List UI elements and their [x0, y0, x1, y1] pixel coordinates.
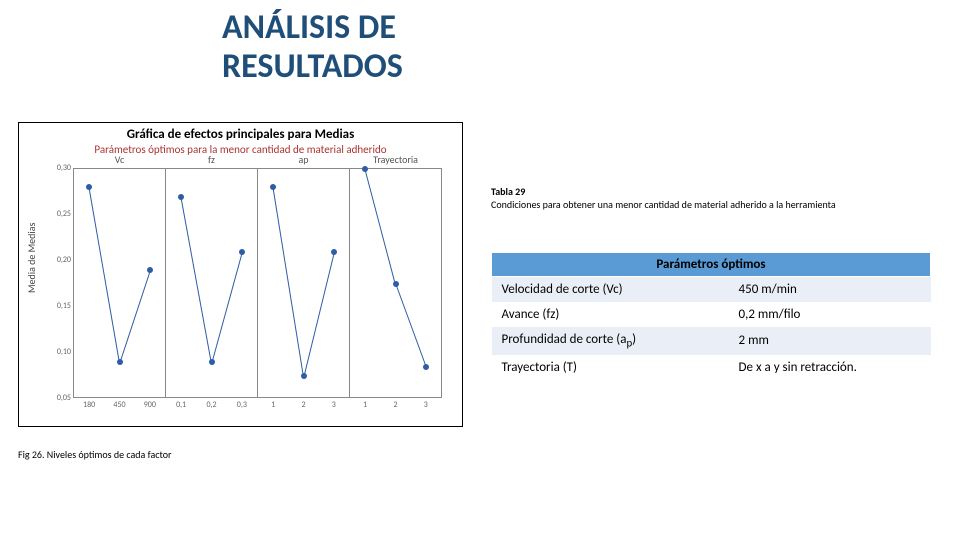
y-tick-label: 0,15 [43, 301, 71, 311]
x-tick-label: 0,3 [237, 400, 247, 410]
line-segment [395, 284, 426, 367]
table-row: Trayectoria (T)De x a y sin retracción. [492, 355, 931, 380]
y-tick-label: 0,05 [43, 393, 71, 403]
line-segment [303, 252, 334, 376]
chart-title: Gráfica de efectos principales para Medi… [19, 127, 462, 142]
panel-label: Vc [74, 153, 165, 166]
x-tick-label: 1 [363, 400, 367, 410]
optimal-params-table: Parámetros óptimos Velocidad de corte (V… [491, 252, 931, 380]
line-segment [119, 271, 150, 363]
page-title: ANÁLISIS DE RESULTADOS [222, 8, 403, 86]
table-caption: Tabla 29 Condiciones para obtener una me… [491, 186, 931, 211]
y-tick-label: 0,30 [43, 163, 71, 173]
line-segment [211, 252, 242, 363]
param-value: De x a y sin retracción. [729, 355, 931, 380]
table-number: Tabla 29 [491, 185, 525, 198]
chart-panel: fz0,10,20,3 [165, 169, 257, 397]
param-value: 2 mm [729, 327, 931, 355]
data-point [178, 194, 184, 200]
x-tick-label: 0,2 [206, 400, 216, 410]
title-line1: ANÁLISIS DE [222, 7, 396, 48]
data-point [239, 249, 245, 255]
data-point [362, 166, 368, 172]
data-point [301, 373, 307, 379]
param-name: Profundidad de corte (ap) [492, 327, 729, 355]
panel-label: fz [166, 153, 257, 166]
panel-label: ap [258, 153, 349, 166]
data-point [393, 281, 399, 287]
x-tick-label: 180 [83, 400, 95, 410]
table-header: Parámetros óptimos [492, 253, 931, 277]
data-point [86, 184, 92, 190]
line-segment [181, 197, 212, 363]
table-description: Condiciones para obtener una menor canti… [491, 198, 836, 211]
x-tick-label: 450 [113, 400, 125, 410]
x-tick-label: 3 [424, 400, 428, 410]
data-point [117, 359, 123, 365]
line-segment [365, 169, 396, 284]
line-segment [89, 188, 120, 363]
x-tick-label: 2 [301, 400, 305, 410]
param-value: 450 m/min [729, 277, 931, 303]
param-name: Trayectoria (T) [492, 355, 729, 380]
line-segment [273, 188, 304, 377]
x-tick-label: 1 [271, 400, 275, 410]
param-value: 0,2 mm/filo [729, 302, 931, 327]
data-point [147, 267, 153, 273]
chart-panel: Vc180450900 [73, 169, 165, 397]
table-body: Velocidad de corte (Vc)450 m/minAvance (… [492, 277, 931, 380]
chart-panel: Trayectoria123 [349, 169, 442, 397]
table-row: Profundidad de corte (ap)2 mm [492, 327, 931, 355]
x-tick-label: 900 [144, 400, 156, 410]
x-tick-label: 0,1 [176, 400, 186, 410]
y-tick-label: 0,10 [43, 347, 71, 357]
chart-panel: ap123 [257, 169, 349, 397]
data-point [209, 359, 215, 365]
data-point [270, 184, 276, 190]
title-line2: RESULTADOS [222, 46, 403, 87]
panel-label: Trayectoria [350, 153, 441, 166]
table-row: Avance (fz)0,2 mm/filo [492, 302, 931, 327]
x-tick-label: 3 [332, 400, 336, 410]
main-effects-chart: Gráfica de efectos principales para Medi… [18, 122, 463, 427]
figure-caption: Fig 26. Niveles óptimos de cada factor [18, 448, 171, 461]
y-tick-label: 0,25 [43, 209, 71, 219]
x-tick-label: 2 [393, 400, 397, 410]
param-name: Avance (fz) [492, 302, 729, 327]
y-tick-label: 0,20 [43, 255, 71, 265]
table-row: Velocidad de corte (Vc)450 m/min [492, 277, 931, 303]
param-name: Velocidad de corte (Vc) [492, 277, 729, 303]
y-axis-label: Media de Medias [25, 223, 38, 293]
data-point [331, 249, 337, 255]
chart-panels: Vc180450900fz0,10,20,3ap123Trayectoria12… [73, 168, 442, 398]
data-point [423, 364, 429, 370]
